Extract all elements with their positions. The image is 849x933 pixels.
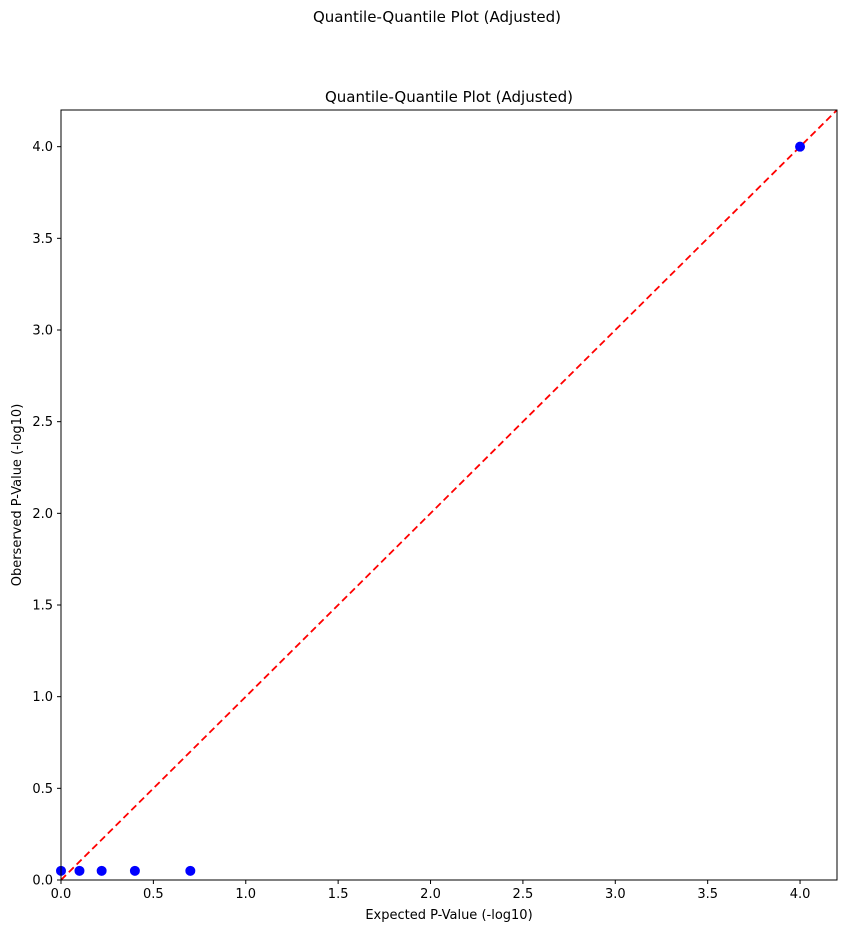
data-point-2 (74, 865, 85, 876)
x-tick-label-1: 0.0 (51, 887, 72, 902)
y-tick-label-8: 3.5 (32, 232, 53, 247)
data-point-3 (96, 865, 107, 876)
y-tick-label-1: 0.0 (32, 874, 53, 889)
x-tick-label-7: 3.0 (605, 887, 626, 902)
y-axis-label: Oberserved P-Value (-log10) (10, 404, 25, 587)
x-tick-label-8: 3.5 (697, 887, 718, 902)
x-tick-label-6: 2.5 (513, 887, 534, 902)
data-point-6 (795, 141, 806, 152)
x-tick-label-2: 0.5 (143, 887, 164, 902)
plot-frame (60, 109, 838, 881)
y-tick-label-5: 2.0 (32, 507, 53, 522)
y-tick-label-7: 3.0 (32, 324, 53, 339)
x-tick-label-4: 1.5 (328, 887, 349, 902)
plot-area: 0.0 0.5 1.0 1.5 2.0 2.5 3.0 3.5 4.0 0.0 0.5 1.0 1.5 2… (32, 109, 838, 902)
y-tick-label-2: 0.5 (32, 782, 53, 797)
x-axis-label: Expected P-Value (-log10) (365, 908, 532, 923)
y-tick-label-4: 1.5 (32, 599, 53, 614)
x-tick-label-9: 4.0 (790, 887, 811, 902)
y-tick-label-9: 4.0 (32, 140, 53, 155)
reference-line (61, 110, 837, 880)
y-tick-label-3: 1.0 (32, 690, 53, 705)
data-point-5 (185, 865, 196, 876)
axes-title: Quantile-Quantile Plot (Adjusted) (325, 88, 573, 106)
x-tick-label-3: 1.0 (235, 887, 256, 902)
data-point-4 (129, 865, 140, 876)
y-tick-label-6: 2.5 (32, 415, 53, 430)
x-tick-label-5: 2.0 (420, 887, 441, 902)
figure-suptitle: Quantile-Quantile Plot (Adjusted) (313, 8, 561, 26)
